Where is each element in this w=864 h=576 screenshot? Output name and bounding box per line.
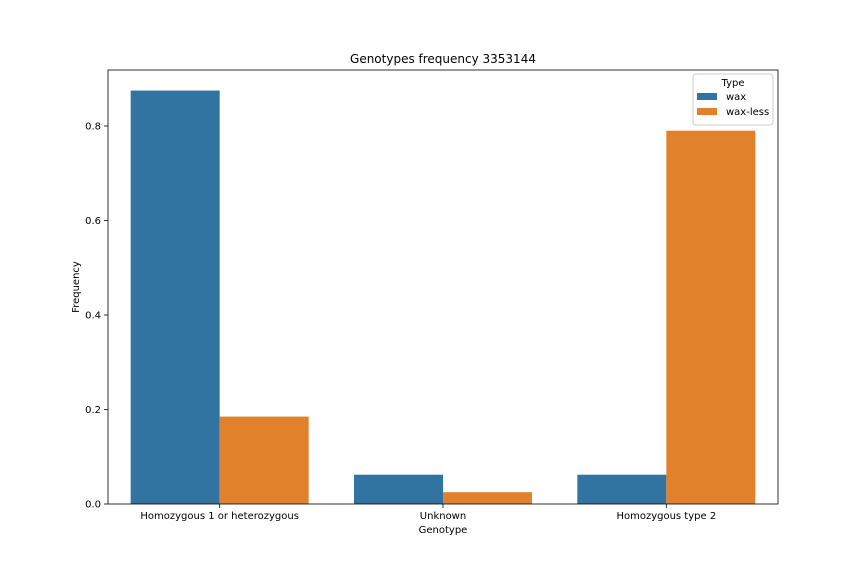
- x-tick-label: Homozygous type 2: [616, 511, 716, 522]
- x-tick-label: Unknown: [420, 511, 466, 522]
- bar-wax-less-1: [443, 492, 532, 504]
- legend-label-wax: wax: [726, 92, 746, 103]
- legend-swatch-wax: [697, 93, 717, 100]
- y-tick-label: 0.0: [85, 500, 101, 511]
- y-tick-label: 0.4: [85, 311, 101, 322]
- y-axis-label: Frequency: [71, 261, 82, 313]
- x-axis: Homozygous 1 or heterozygous Unknown Homoz…: [140, 504, 716, 522]
- legend-label-wax-less: wax-less: [726, 107, 769, 118]
- bar-wax-2: [577, 474, 667, 504]
- bar-wax-less-0: [219, 416, 309, 504]
- x-tick-label: Homozygous 1 or heterozygous: [140, 511, 299, 522]
- y-tick-label: 0.8: [85, 122, 101, 133]
- bar-wax-1: [354, 474, 443, 504]
- bar-wax-0: [130, 90, 220, 504]
- legend-title: Type: [721, 78, 745, 89]
- bar-wax-less-2: [666, 130, 756, 504]
- chart-title: Genotypes frequency 3353144: [350, 52, 536, 66]
- plot-frame: [107, 69, 779, 505]
- y-tick-label: 0.6: [85, 216, 101, 227]
- x-axis-label: Genotype: [419, 525, 468, 536]
- bars-layer: [130, 90, 756, 504]
- y-tick-label: 0.2: [85, 405, 101, 416]
- legend: Type wax wax-less: [692, 73, 774, 126]
- y-axis: 0.0 0.2 0.4 0.6 0.8: [85, 122, 108, 511]
- legend-swatch-wax-less: [697, 108, 717, 115]
